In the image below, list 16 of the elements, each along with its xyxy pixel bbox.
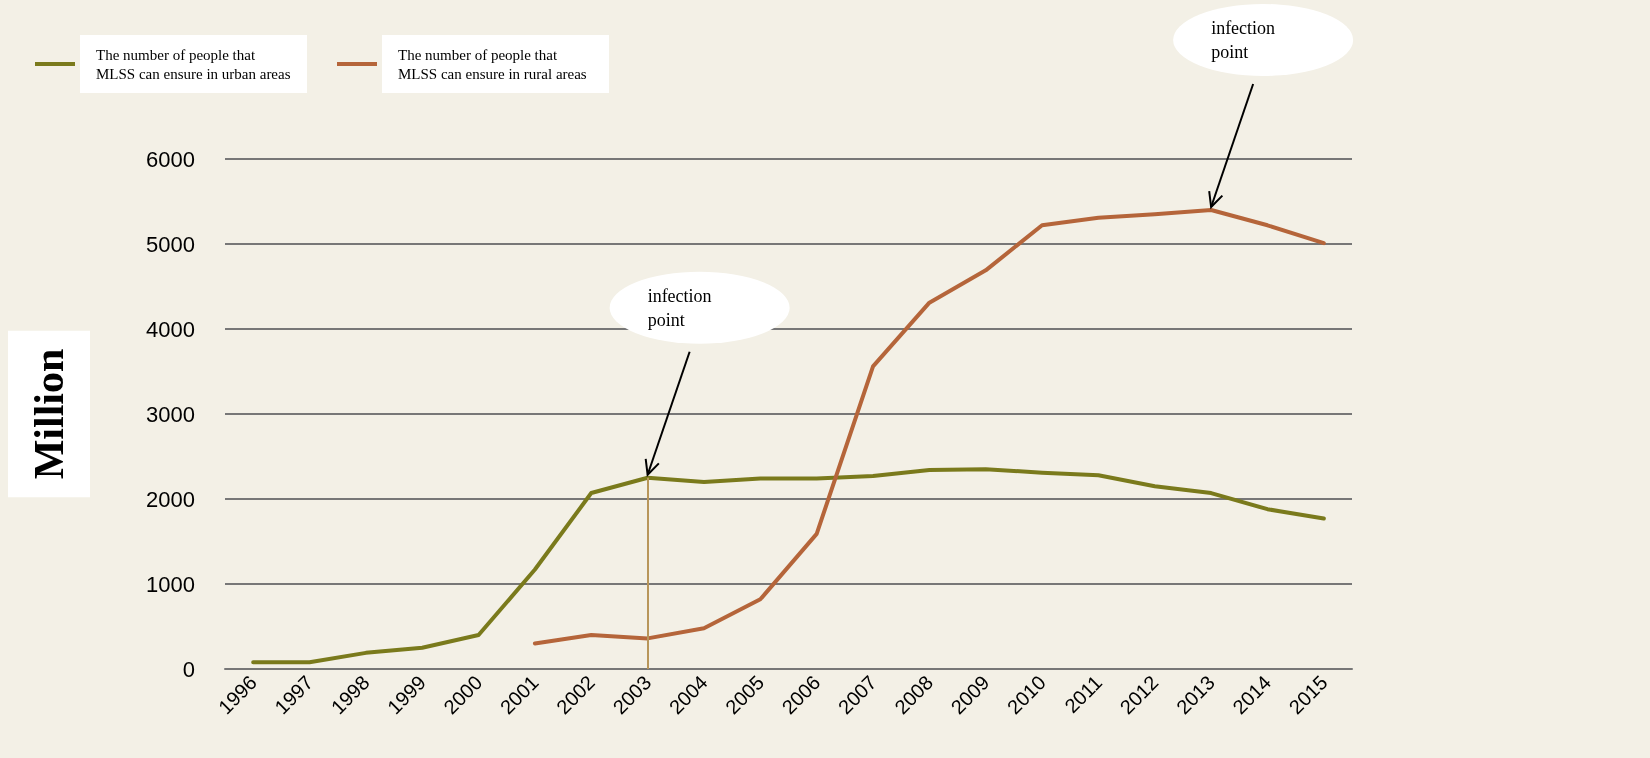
y-tick-label: 5000	[146, 231, 195, 257]
y-tick-label: 0	[182, 656, 195, 682]
y-tick-label: 6000	[146, 146, 195, 172]
annotation: infection point	[647, 285, 712, 330]
annotation: infection point	[1211, 18, 1276, 62]
y-tick-label: 1000	[146, 571, 195, 597]
y-tick-label: 4000	[146, 316, 195, 342]
y-tick-label: 2000	[146, 486, 195, 512]
legend-label: The number of people that MLSS can ensure in rural areas	[398, 46, 587, 82]
line-series	[532, 208, 1326, 646]
legend-label: The number of people that MLSS can ensure in urban areas	[96, 46, 291, 82]
callout-bubble: infection point	[1173, 4, 1354, 76]
callout-bubble: infection point	[609, 271, 790, 344]
y-tick-label: 3000	[146, 401, 195, 427]
y-axis-title: Million	[26, 348, 72, 480]
line-series	[251, 467, 1326, 665]
